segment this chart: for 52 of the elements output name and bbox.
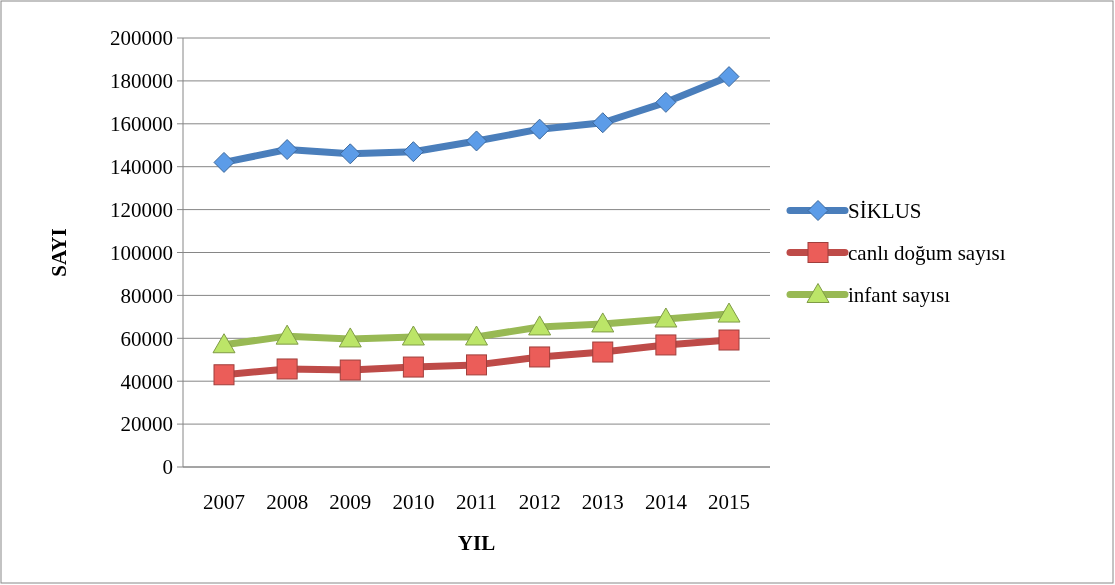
point bbox=[401, 325, 425, 346]
y-tick-label: 0 bbox=[162, 455, 173, 480]
x-tick-label: 2009 bbox=[329, 490, 372, 514]
y-axis-title: SAYI bbox=[47, 228, 71, 277]
legend-label: canlı doğum sayısı bbox=[848, 240, 1006, 265]
legend-label: infant sayısı bbox=[848, 282, 951, 307]
x-tick-label: 2015 bbox=[708, 490, 750, 514]
y-tick-label: 40000 bbox=[120, 369, 173, 394]
point bbox=[213, 364, 235, 386]
point bbox=[718, 66, 740, 88]
point bbox=[528, 315, 552, 336]
point bbox=[592, 112, 614, 134]
point bbox=[529, 346, 551, 368]
x-tick-label: 2008 bbox=[266, 490, 309, 514]
point bbox=[655, 91, 677, 113]
point bbox=[466, 354, 487, 376]
y-tick-label: 60000 bbox=[120, 326, 173, 351]
point bbox=[717, 302, 741, 323]
x-tick-label: 2007 bbox=[203, 490, 245, 514]
x-tick-label: 2010 bbox=[392, 490, 435, 514]
point bbox=[213, 151, 235, 173]
point bbox=[275, 324, 299, 345]
point bbox=[465, 325, 488, 346]
point bbox=[276, 358, 298, 380]
y-tick-label: 20000 bbox=[120, 412, 173, 437]
point bbox=[339, 359, 361, 381]
y-tick-label: 140000 bbox=[110, 155, 173, 180]
point bbox=[212, 333, 236, 354]
point bbox=[654, 307, 678, 328]
y-tick-label: 160000 bbox=[110, 112, 173, 137]
y-tick-label: 200000 bbox=[110, 26, 173, 51]
x-axis-title: YIL bbox=[457, 531, 496, 555]
x-tick-label: 2014 bbox=[644, 490, 688, 514]
point bbox=[655, 334, 677, 356]
point bbox=[718, 329, 740, 351]
point bbox=[592, 341, 614, 363]
point bbox=[338, 327, 362, 348]
legend-label: SİKLUS bbox=[848, 198, 922, 223]
point bbox=[529, 118, 551, 140]
point bbox=[276, 139, 298, 161]
y-tick-label: 120000 bbox=[110, 197, 173, 222]
point bbox=[402, 356, 424, 378]
x-tick-label: 2011 bbox=[455, 490, 498, 514]
y-tick-label: 100000 bbox=[110, 240, 173, 265]
point bbox=[339, 143, 361, 165]
x-tick-label: 2013 bbox=[581, 490, 624, 514]
x-tick-label: 2012 bbox=[518, 490, 561, 514]
point bbox=[466, 130, 487, 152]
y-tick-label: 80000 bbox=[120, 283, 173, 308]
y-tick-label: 180000 bbox=[110, 69, 173, 94]
point bbox=[591, 312, 615, 333]
point bbox=[402, 141, 424, 163]
